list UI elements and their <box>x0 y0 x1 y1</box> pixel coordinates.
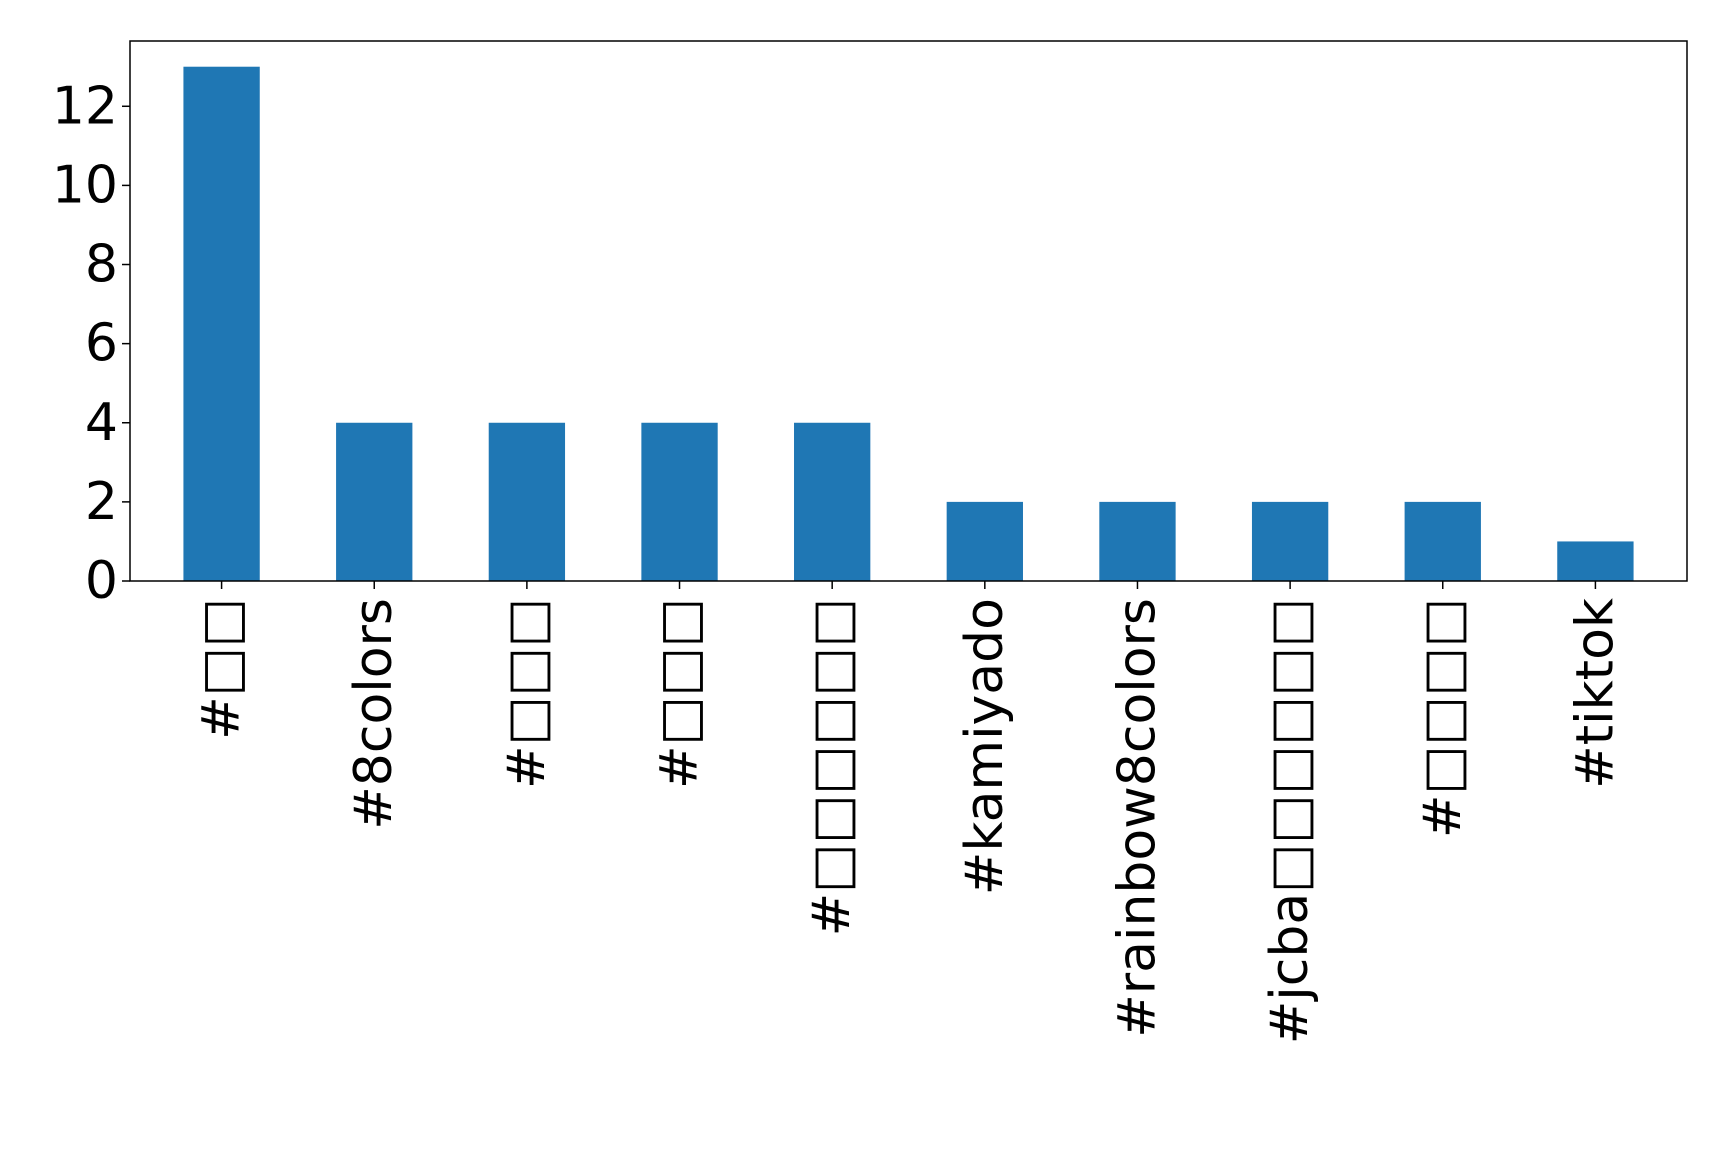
bar <box>641 422 718 581</box>
y-tick-label: 2 <box>85 472 118 532</box>
y-axis: 0 2 4 6 8 10 12 <box>52 76 130 611</box>
bar <box>1557 541 1634 581</box>
y-tick-label: 10 <box>52 155 118 215</box>
x-tick-label: #kamiyado <box>955 598 1015 895</box>
x-tick-label: #rainbow8colors <box>1107 598 1167 1038</box>
bar <box>1251 501 1329 581</box>
x-tick-label: #jcba□□□□□□ <box>1260 598 1320 1044</box>
y-tick-label: 12 <box>52 76 118 136</box>
x-tick-label: #□□□ <box>650 598 710 789</box>
bar <box>183 66 260 581</box>
bar <box>1099 501 1176 581</box>
x-tick-label: #□□□ <box>497 598 557 789</box>
bar <box>1404 501 1481 581</box>
plot-frame <box>129 40 1688 582</box>
y-tick-label: 8 <box>85 235 118 295</box>
x-tick-label: #8colors <box>344 598 404 830</box>
x-axis: #□□ #8colors #□□□ #□□□ #□□□□□□ #kamiyado #rain… <box>192 581 1625 1044</box>
y-tick-label: 0 <box>85 551 118 611</box>
bar <box>794 422 871 581</box>
y-tick-label: 4 <box>85 393 118 453</box>
bar <box>488 422 566 581</box>
x-tick-label: #tiktok <box>1565 598 1625 789</box>
bars-group <box>183 66 1634 581</box>
x-tick-label: #□□ <box>192 598 252 740</box>
bar <box>336 422 413 581</box>
x-tick-label: #□□□□□□ <box>802 598 862 936</box>
x-tick-label: #□□□□ <box>1413 598 1473 838</box>
bar <box>946 501 1023 581</box>
y-tick-label: 6 <box>85 314 118 374</box>
